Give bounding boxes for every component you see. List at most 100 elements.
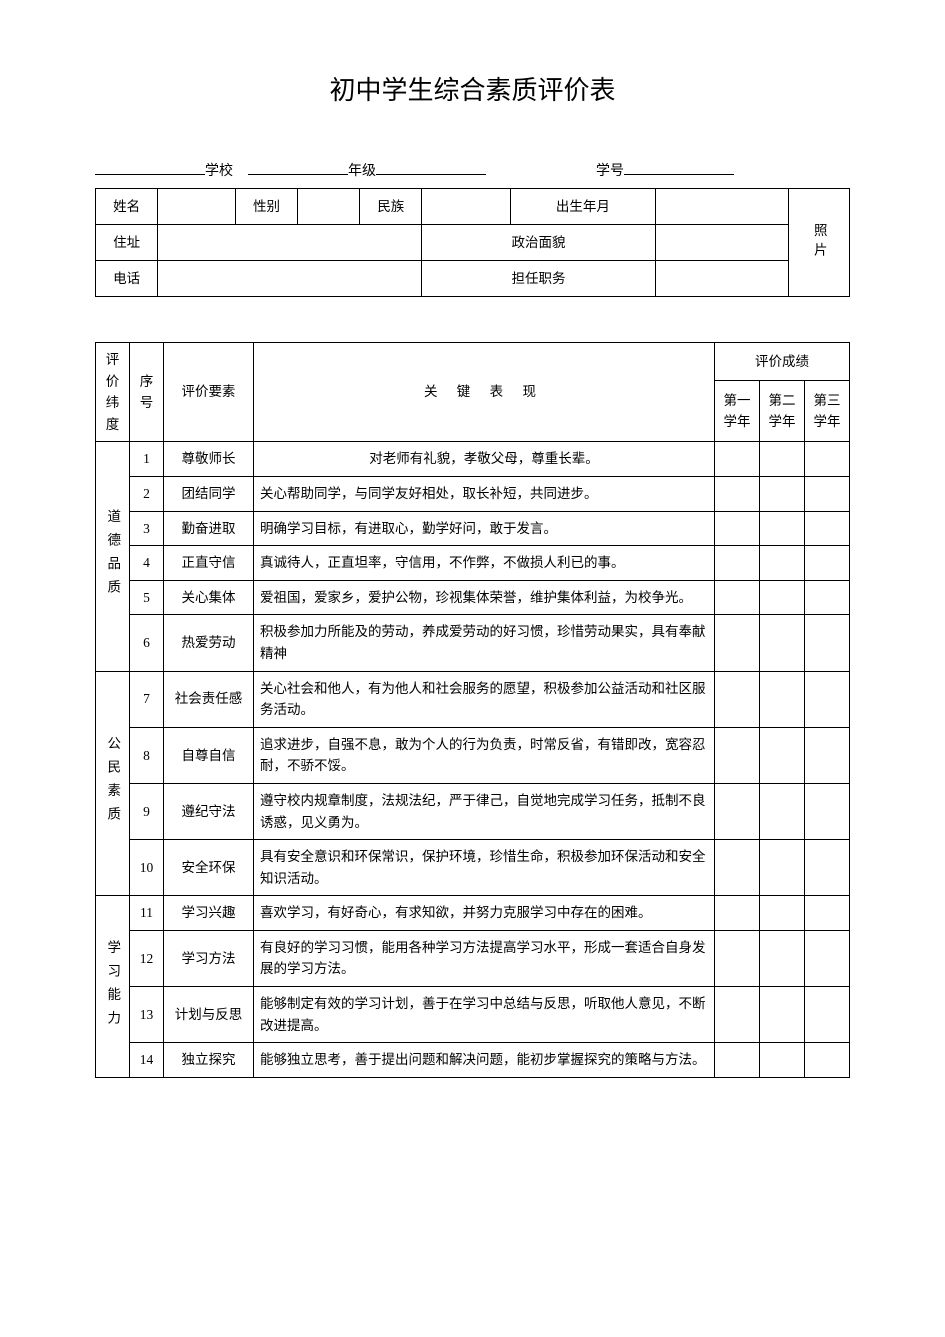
grade-cell [715, 442, 760, 477]
header-key-performance: 关 键 表 现 [254, 343, 715, 442]
label-birth: 出生年月 [511, 189, 655, 225]
header-grades: 评价成绩 [715, 343, 850, 381]
table-row: 14独立探究能够独立思考，善于提出问题和解决问题，能初步掌握探究的策略与方法。 [96, 1043, 850, 1078]
desc-cell: 能够制定有效的学习计划，善于在学习中总结与反思，听取他人意见，不断改进提高。 [254, 987, 715, 1043]
dimension-cell: 学习能力 [96, 896, 130, 1078]
element-cell: 独立探究 [164, 1043, 254, 1078]
header-element: 评价要素 [164, 343, 254, 442]
label-phone: 电话 [96, 261, 158, 297]
label-ethnic: 民族 [360, 189, 422, 225]
desc-cell: 真诚待人，正直坦率，守信用，不作弊，不做损人利已的事。 [254, 546, 715, 581]
grade-cell [715, 840, 760, 896]
form-header-row: 学校 年级 学号 [95, 157, 850, 180]
grade-cell [715, 615, 760, 671]
seq-cell: 3 [130, 511, 164, 546]
header-dimension: 评价纬度 [96, 343, 130, 442]
grade-cell [805, 442, 850, 477]
grade-cell [760, 896, 805, 931]
table-row: 姓名 性别 民族 出生年月 照片 [96, 189, 850, 225]
blank-school [95, 157, 205, 175]
element-cell: 关心集体 [164, 580, 254, 615]
grade-cell [715, 671, 760, 727]
label-grade: 年级 [348, 160, 376, 180]
grade-cell [715, 546, 760, 581]
table-row: 道德品质1尊敬师长对老师有礼貌，孝敬父母，尊重长辈。 [96, 442, 850, 477]
desc-cell: 追求进步，自强不息，敢为个人的行为负责，时常反省，有错即改，宽容忍耐，不骄不馁。 [254, 727, 715, 783]
label-name: 姓名 [96, 189, 158, 225]
label-school: 学校 [205, 160, 233, 180]
photo-cell: 照片 [788, 189, 849, 297]
label-position: 担任职务 [422, 261, 655, 297]
grade-cell [805, 727, 850, 783]
grade-cell [805, 1043, 850, 1078]
desc-cell: 明确学习目标，有进取心，勤学好问，敢于发言。 [254, 511, 715, 546]
seq-cell: 9 [130, 783, 164, 839]
table-row: 12学习方法有良好的学习习惯，能用各种学习方法提高学习水平，形成一套适合自身发展… [96, 930, 850, 986]
table-row: 9遵纪守法遵守校内规章制度，法规法纪，严于律己，自觉地完成学习任务，抵制不良诱惑… [96, 783, 850, 839]
element-cell: 遵纪守法 [164, 783, 254, 839]
table-row: 10安全环保具有安全意识和环保常识，保护环境，珍惜生命，积极参加环保活动和安全知… [96, 840, 850, 896]
grade-cell [805, 930, 850, 986]
seq-cell: 1 [130, 442, 164, 477]
table-row: 6热爱劳动积极参加力所能及的劳动，养成爱劳动的好习惯，珍惜劳动果实，具有奉献精神 [96, 615, 850, 671]
table-row: 公民素质7社会责任感关心社会和他人，有为他人和社会服务的愿望，积极参加公益活动和… [96, 671, 850, 727]
seq-cell: 5 [130, 580, 164, 615]
value-ethnic [422, 189, 511, 225]
value-political [655, 225, 788, 261]
grade-cell [805, 840, 850, 896]
grade-cell [760, 442, 805, 477]
seq-cell: 8 [130, 727, 164, 783]
grade-cell [760, 727, 805, 783]
info-table: 姓名 性别 民族 出生年月 照片 住址 政治面貌 电话 担任职务 [95, 188, 850, 297]
element-cell: 勤奋进取 [164, 511, 254, 546]
seq-cell: 11 [130, 896, 164, 931]
seq-cell: 14 [130, 1043, 164, 1078]
grade-cell [715, 476, 760, 511]
grade-cell [805, 615, 850, 671]
desc-cell: 能够独立思考，善于提出问题和解决问题，能初步掌握探究的策略与方法。 [254, 1043, 715, 1078]
grade-cell [760, 671, 805, 727]
desc-cell: 对老师有礼貌，孝敬父母，尊重长辈。 [254, 442, 715, 477]
seq-cell: 4 [130, 546, 164, 581]
grade-cell [760, 476, 805, 511]
table-row: 住址 政治面貌 [96, 225, 850, 261]
dimension-cell: 公民素质 [96, 671, 130, 896]
blank-grade-pre [248, 157, 348, 175]
header-year2: 第二学年 [760, 380, 805, 442]
grade-cell [715, 511, 760, 546]
element-cell: 学习兴趣 [164, 896, 254, 931]
grade-cell [760, 580, 805, 615]
value-position [655, 261, 788, 297]
dimension-cell: 道德品质 [96, 442, 130, 671]
label-sex: 性别 [235, 189, 297, 225]
element-cell: 社会责任感 [164, 671, 254, 727]
desc-cell: 关心帮助同学，与同学友好相处，取长补短，共同进步。 [254, 476, 715, 511]
header-seq: 序号 [130, 343, 164, 442]
seq-cell: 7 [130, 671, 164, 727]
desc-cell: 具有安全意识和环保常识，保护环境，珍惜生命，积极参加环保活动和安全知识活动。 [254, 840, 715, 896]
grade-cell [715, 727, 760, 783]
table-row: 8自尊自信追求进步，自强不息，敢为个人的行为负责，时常反省，有错即改，宽容忍耐，… [96, 727, 850, 783]
grade-cell [760, 615, 805, 671]
header-year1: 第一学年 [715, 380, 760, 442]
label-political: 政治面貌 [422, 225, 655, 261]
blank-grade-post [376, 157, 486, 175]
grade-cell [760, 783, 805, 839]
desc-cell: 关心社会和他人，有为他人和社会服务的愿望，积极参加公益活动和社区服务活动。 [254, 671, 715, 727]
value-name [158, 189, 236, 225]
element-cell: 自尊自信 [164, 727, 254, 783]
value-birth [655, 189, 788, 225]
seq-cell: 12 [130, 930, 164, 986]
desc-cell: 喜欢学习，有好奇心，有求知欲，并努力克服学习中存在的困难。 [254, 896, 715, 931]
grade-cell [805, 476, 850, 511]
grade-cell [805, 546, 850, 581]
label-address: 住址 [96, 225, 158, 261]
value-address [158, 225, 422, 261]
element-cell: 安全环保 [164, 840, 254, 896]
grade-cell [805, 671, 850, 727]
grade-cell [760, 511, 805, 546]
value-sex [298, 189, 360, 225]
desc-cell: 遵守校内规章制度，法规法纪，严于律己，自觉地完成学习任务，抵制不良诱惑，见义勇为… [254, 783, 715, 839]
grade-cell [805, 783, 850, 839]
table-row: 2团结同学关心帮助同学，与同学友好相处，取长补短，共同进步。 [96, 476, 850, 511]
